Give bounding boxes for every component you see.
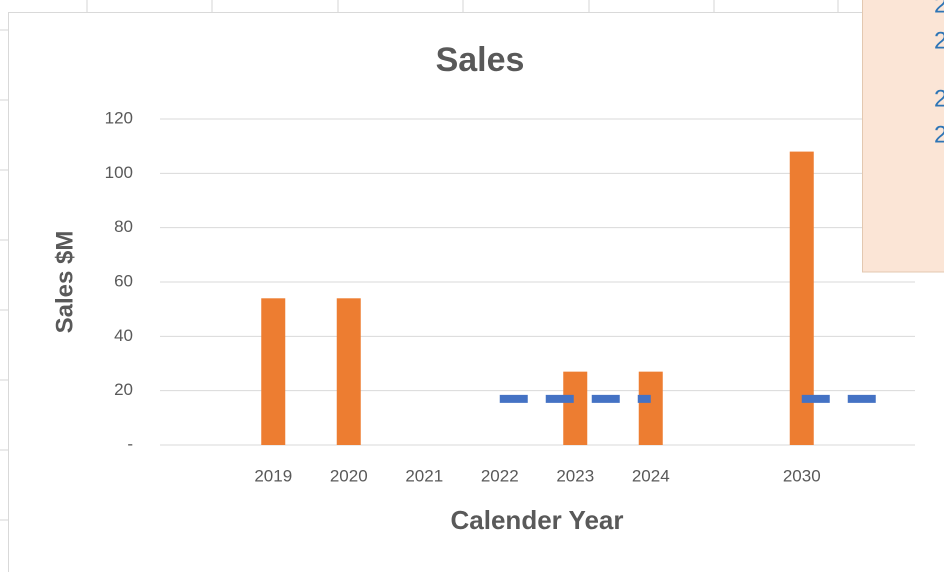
x-tick-label: 2030 xyxy=(783,466,821,485)
x-tick-label: 2021 xyxy=(405,466,443,485)
x-tick-label: 2020 xyxy=(330,466,368,485)
x-tick-label: 2024 xyxy=(632,466,670,485)
chart-title: Sales xyxy=(436,41,525,79)
x-tick-label: 2022 xyxy=(481,466,519,485)
bar xyxy=(261,298,286,445)
y-tick-label: - xyxy=(127,434,133,453)
x-tick-label: 2019 xyxy=(254,466,292,485)
y-tick-label: 20 xyxy=(114,380,133,399)
y-tick-label: 80 xyxy=(114,217,133,236)
overlay-text: 2 xyxy=(934,121,944,148)
bar xyxy=(336,298,361,445)
overlay-text: 2 xyxy=(934,27,944,54)
overlay-text: 2 xyxy=(934,0,944,18)
bar xyxy=(563,371,588,445)
y-tick-label: 60 xyxy=(114,271,133,290)
chart-area xyxy=(8,12,944,572)
overlay-text-group: 2 2 2 2 xyxy=(934,0,944,148)
y-tick-label: 40 xyxy=(114,326,133,345)
sheet-grid xyxy=(0,0,839,521)
x-tick-label: 2023 xyxy=(556,466,594,485)
x-axis-label: Calender Year xyxy=(451,505,624,535)
y-axis-label: Sales $M xyxy=(51,231,78,334)
bar xyxy=(638,371,663,445)
overlay-textbox xyxy=(862,0,944,273)
y-tick-label: 100 xyxy=(105,163,133,182)
overlay-text: 2 xyxy=(934,85,944,112)
plot: - 20 40 60 80 100 120 2019 2020 2021 2022 2023 2024 2… xyxy=(105,108,915,485)
y-tick-label: 120 xyxy=(105,108,133,127)
